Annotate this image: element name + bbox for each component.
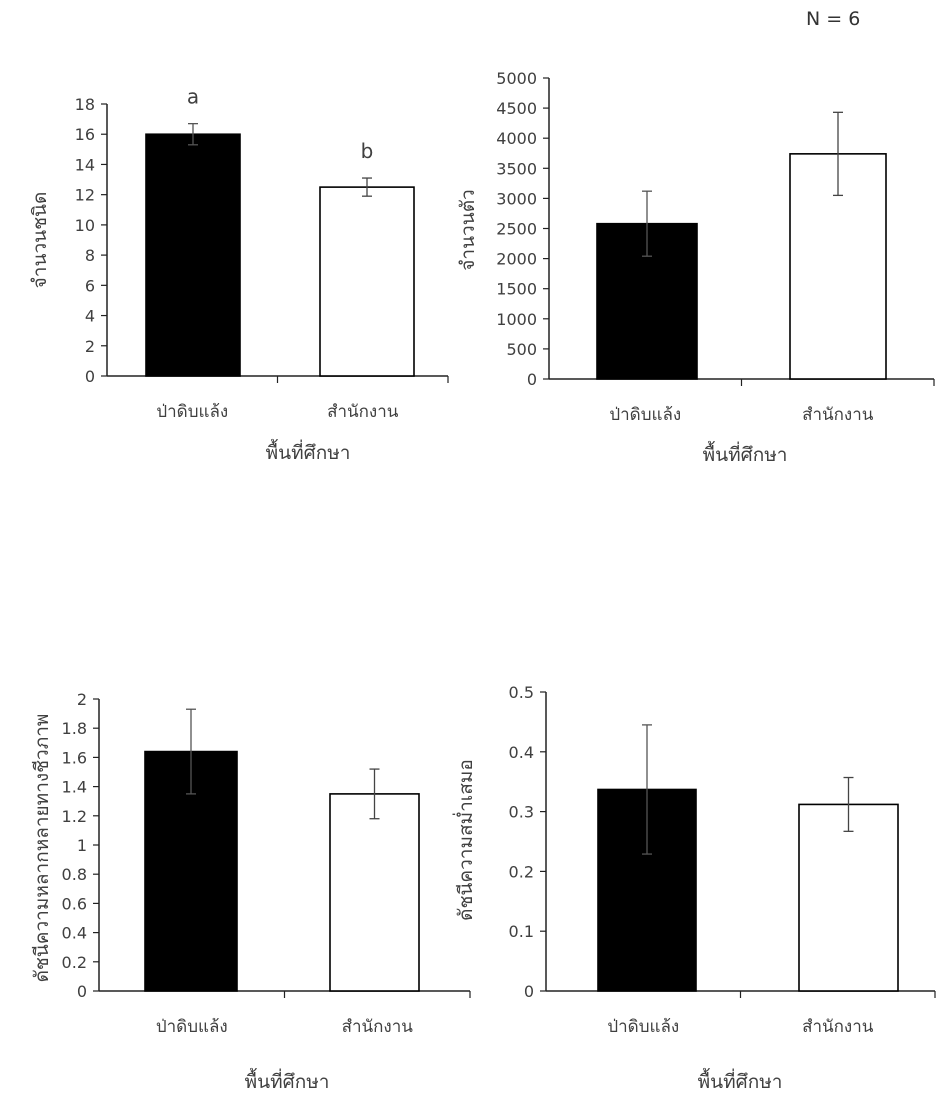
- y-tick-label: 0.6: [62, 894, 87, 913]
- category-label: สำนักงาน: [802, 1017, 874, 1037]
- y-tick-label: 4500: [496, 99, 537, 118]
- y-tick-label: 1.4: [62, 778, 87, 797]
- category-label: สำนักงาน: [802, 405, 874, 425]
- y-tick-label: 0.4: [62, 924, 87, 943]
- y-tick-label: 3500: [496, 159, 537, 178]
- error-bar-1: [186, 708, 196, 795]
- error-bar-1: [642, 724, 652, 855]
- y-tick-label: 14: [75, 155, 95, 174]
- error-bar-1: [642, 190, 652, 257]
- significance-label: a: [187, 85, 199, 109]
- sample-size-note: N = 6: [806, 8, 861, 30]
- bar-1: [145, 133, 241, 377]
- category-label: ป่าดิบแล้ง: [607, 1017, 679, 1037]
- y-tick-label: 0: [85, 367, 95, 386]
- error-bar-2: [362, 177, 372, 197]
- y-tick-label: 1000: [496, 310, 537, 329]
- y-tick-label: 500: [506, 340, 537, 359]
- y-tick-label: 0.2: [509, 862, 534, 881]
- error-bar-2: [369, 768, 380, 820]
- y-axis-title: ดัชนีความหลากหลายทางชีวภาพ: [31, 714, 53, 983]
- y-tick-label: 1.8: [62, 719, 87, 738]
- x-axis-title: พื้นที่ศึกษา: [698, 1068, 783, 1093]
- category-label: สำนักงาน: [327, 402, 399, 422]
- y-tick-label: 0: [527, 370, 537, 389]
- y-axis-title: ดัชนีความสม่ำเสมอ: [452, 759, 477, 921]
- y-tick-label: 2: [77, 690, 87, 709]
- y-tick-label: 2000: [496, 250, 537, 269]
- y-tick-label: 0: [77, 982, 87, 1001]
- chart-1: 0 2 4 6 8 10 12 14 16 18 a ป่าดิบแล้ง b สำนักงานพื้นท…: [29, 85, 449, 464]
- y-tick-label: 1: [77, 836, 87, 855]
- y-tick-label: 12: [75, 186, 95, 205]
- y-tick-label: 5000: [496, 69, 537, 88]
- category-label: ป่าดิบแล้ง: [609, 405, 681, 425]
- category-label: ป่าดิบแล้ง: [156, 1017, 228, 1037]
- y-tick-label: 10: [75, 216, 95, 235]
- bar-2: [798, 803, 899, 992]
- y-tick-label: 0.8: [62, 865, 87, 884]
- y-axis-title: จำนวนตัว: [457, 189, 479, 270]
- y-tick-label: 1.2: [62, 807, 87, 826]
- chart-2: 0 500 1000 1500 2000 2500 3000 3500 4000 4500 5000…: [457, 69, 935, 466]
- y-tick-label: 2: [85, 337, 95, 356]
- y-tick-label: 2500: [496, 220, 537, 239]
- x-axis-title: พื้นที่ศึกษา: [245, 1068, 330, 1093]
- x-axis-title: พื้นที่ศึกษา: [266, 439, 351, 464]
- category-label: ป่าดิบแล้ง: [156, 402, 228, 422]
- y-tick-label: 8: [85, 246, 95, 265]
- y-tick-label: 4: [85, 307, 95, 326]
- error-bar-2: [833, 111, 843, 197]
- y-tick-label: 18: [75, 95, 95, 114]
- y-tick-label: 0.4: [509, 743, 534, 762]
- y-tick-label: 16: [75, 125, 95, 144]
- category-label: สำนักงาน: [342, 1017, 414, 1037]
- y-tick-label: 0.1: [509, 922, 534, 941]
- y-tick-label: 1.6: [62, 748, 87, 767]
- error-bar-2: [843, 776, 854, 832]
- significance-label: b: [361, 139, 374, 163]
- y-tick-label: 0.2: [62, 953, 87, 972]
- y-axis-title: จำนวนชนิด: [29, 192, 51, 289]
- y-tick-label: 3000: [496, 189, 537, 208]
- chart-3: 0 0.2 0.4 0.6 0.8 1 1.2 1.4 1.6 1.8 2 ป่าดิบแล้ง สำน…: [31, 690, 471, 1093]
- y-tick-label: 4000: [496, 129, 537, 148]
- bar-2: [329, 793, 420, 992]
- y-tick-label: 1500: [496, 280, 537, 299]
- bar-2: [319, 186, 415, 377]
- error-bar-1: [188, 122, 198, 146]
- chart-4: 0 0.1 0.2 0.3 0.4 0.5 ป่าดิบแล้ง สำนักงานพื้นที…: [452, 683, 936, 1093]
- y-tick-label: 6: [85, 276, 95, 295]
- x-axis-title: พื้นที่ศึกษา: [703, 441, 788, 466]
- y-tick-label: 0: [524, 982, 534, 1001]
- y-tick-label: 0.3: [509, 803, 534, 822]
- y-tick-label: 0.5: [509, 683, 534, 702]
